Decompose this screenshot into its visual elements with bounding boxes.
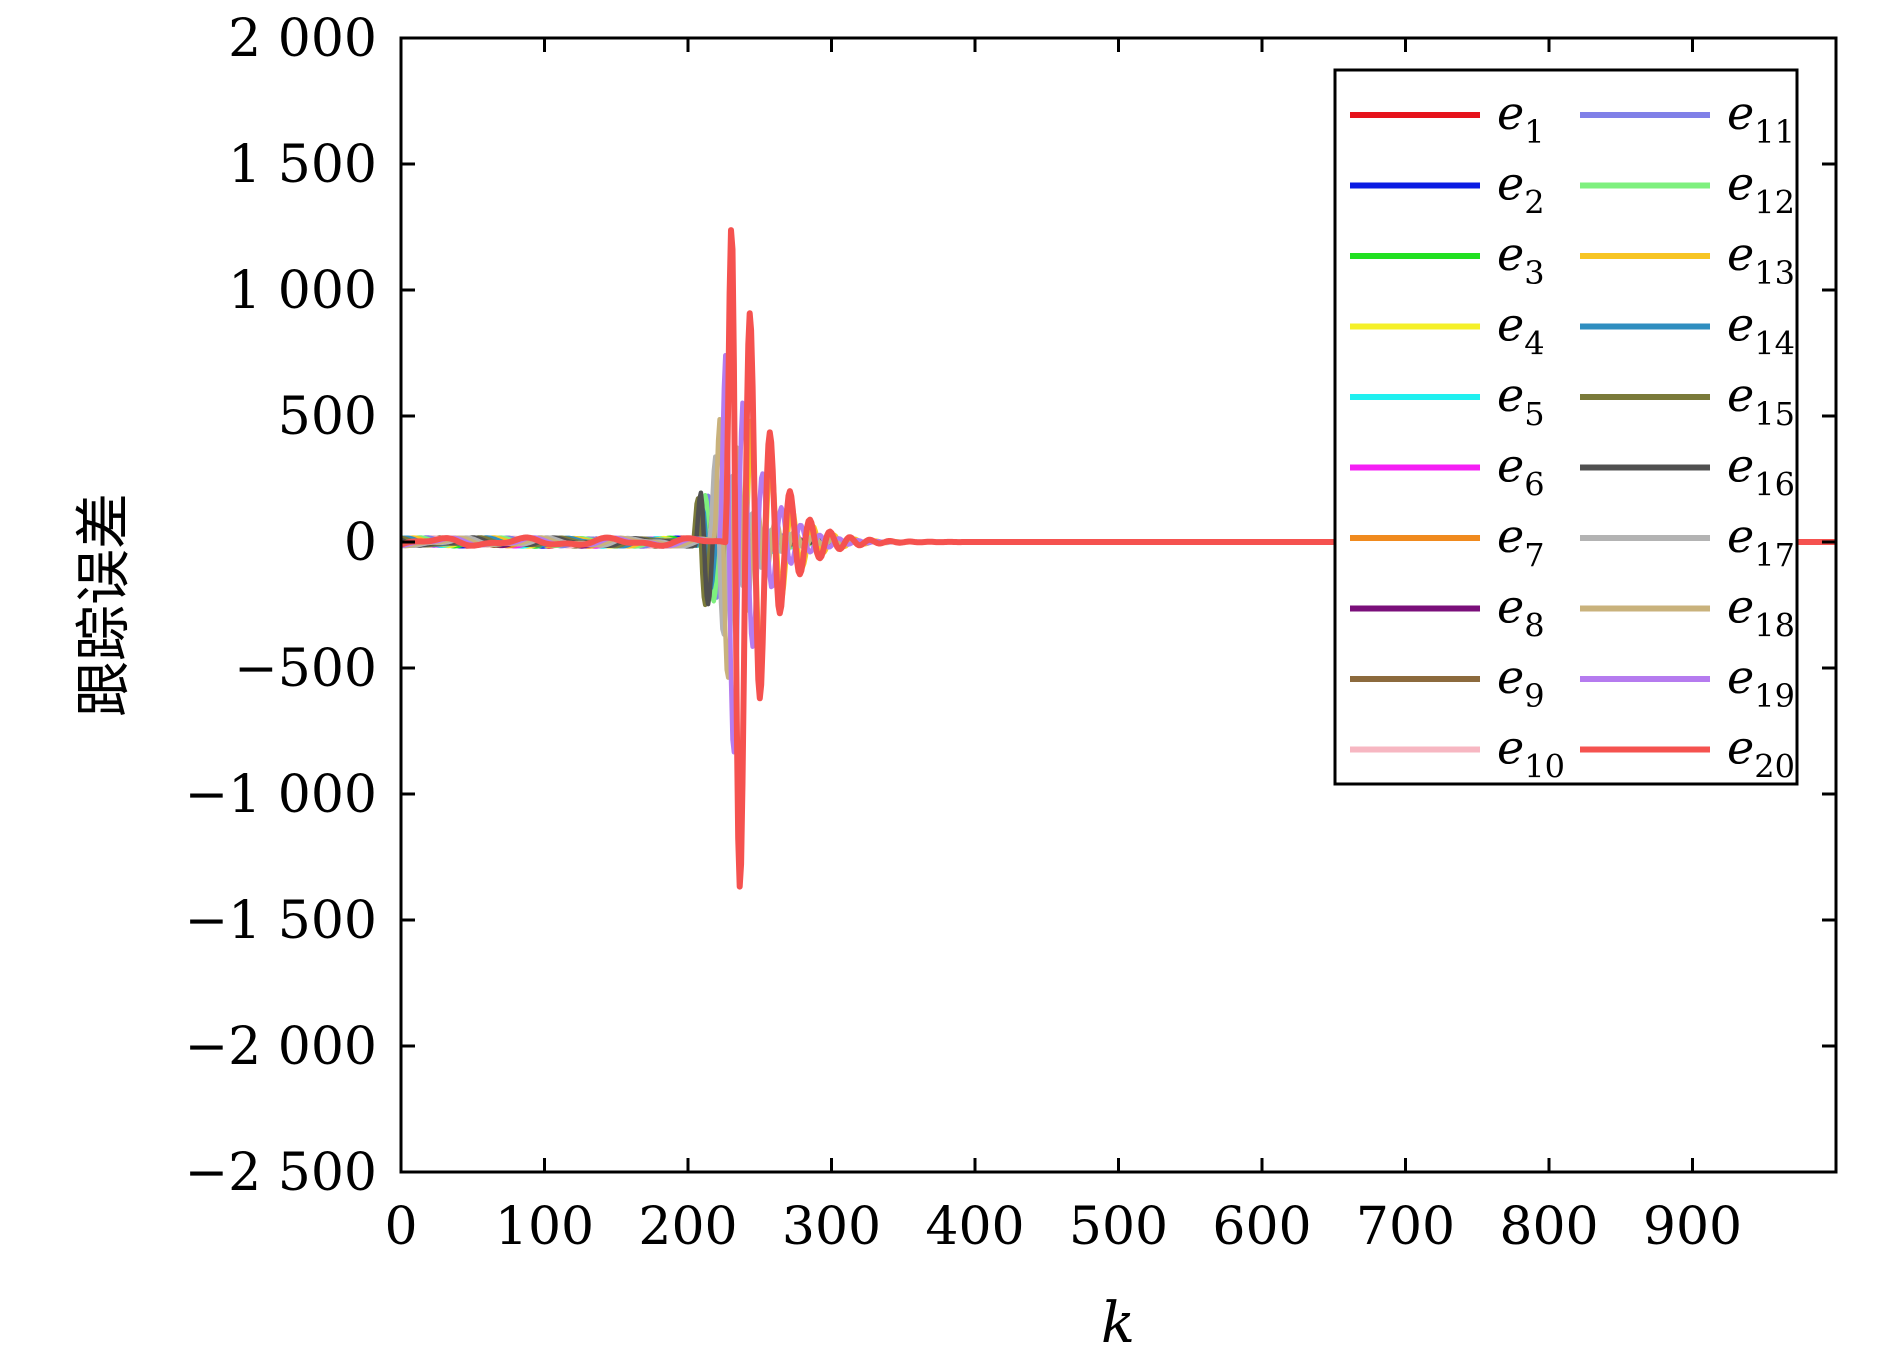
ticks-layer: 0 100 200 300 400 500 600 700 800 900 2 000 1 500 1 …: [185, 9, 1836, 1257]
x-tick-label: 800: [1499, 1197, 1598, 1257]
x-tick-label: 300: [782, 1197, 881, 1257]
x-tick-label: 200: [638, 1197, 737, 1257]
y-tick-label: −500: [234, 639, 377, 699]
legend: e1e2e3e4e5e6e7e8e9e10e11e12e13e14e15e16e…: [1333, 68, 1799, 786]
x-tick-label: 100: [495, 1197, 594, 1257]
y-tick-label: −2 000: [185, 1017, 377, 1077]
x-tick-label: 400: [925, 1197, 1024, 1257]
y-tick-label: 500: [278, 387, 377, 447]
legend-box: [1333, 68, 1799, 786]
y-tick-label: 0: [344, 513, 377, 573]
y-tick-label: −1 000: [185, 765, 377, 825]
y-tick-label: −2 500: [185, 1143, 377, 1203]
x-axis-title: k: [1101, 1291, 1135, 1356]
x-tick-label: 0: [384, 1197, 417, 1257]
x-tick-label: 600: [1212, 1197, 1311, 1257]
x-tick-label: 500: [1069, 1197, 1168, 1257]
x-tick-label: 900: [1643, 1197, 1742, 1257]
y-tick-label: 1 500: [228, 135, 377, 195]
y-tick-label: 2 000: [228, 9, 377, 69]
y-tick-label: 1 000: [228, 261, 377, 321]
x-tick-label: 700: [1356, 1197, 1455, 1257]
y-tick-label: −1 500: [185, 891, 377, 951]
y-axis-title: 跟踪误差: [72, 493, 137, 717]
